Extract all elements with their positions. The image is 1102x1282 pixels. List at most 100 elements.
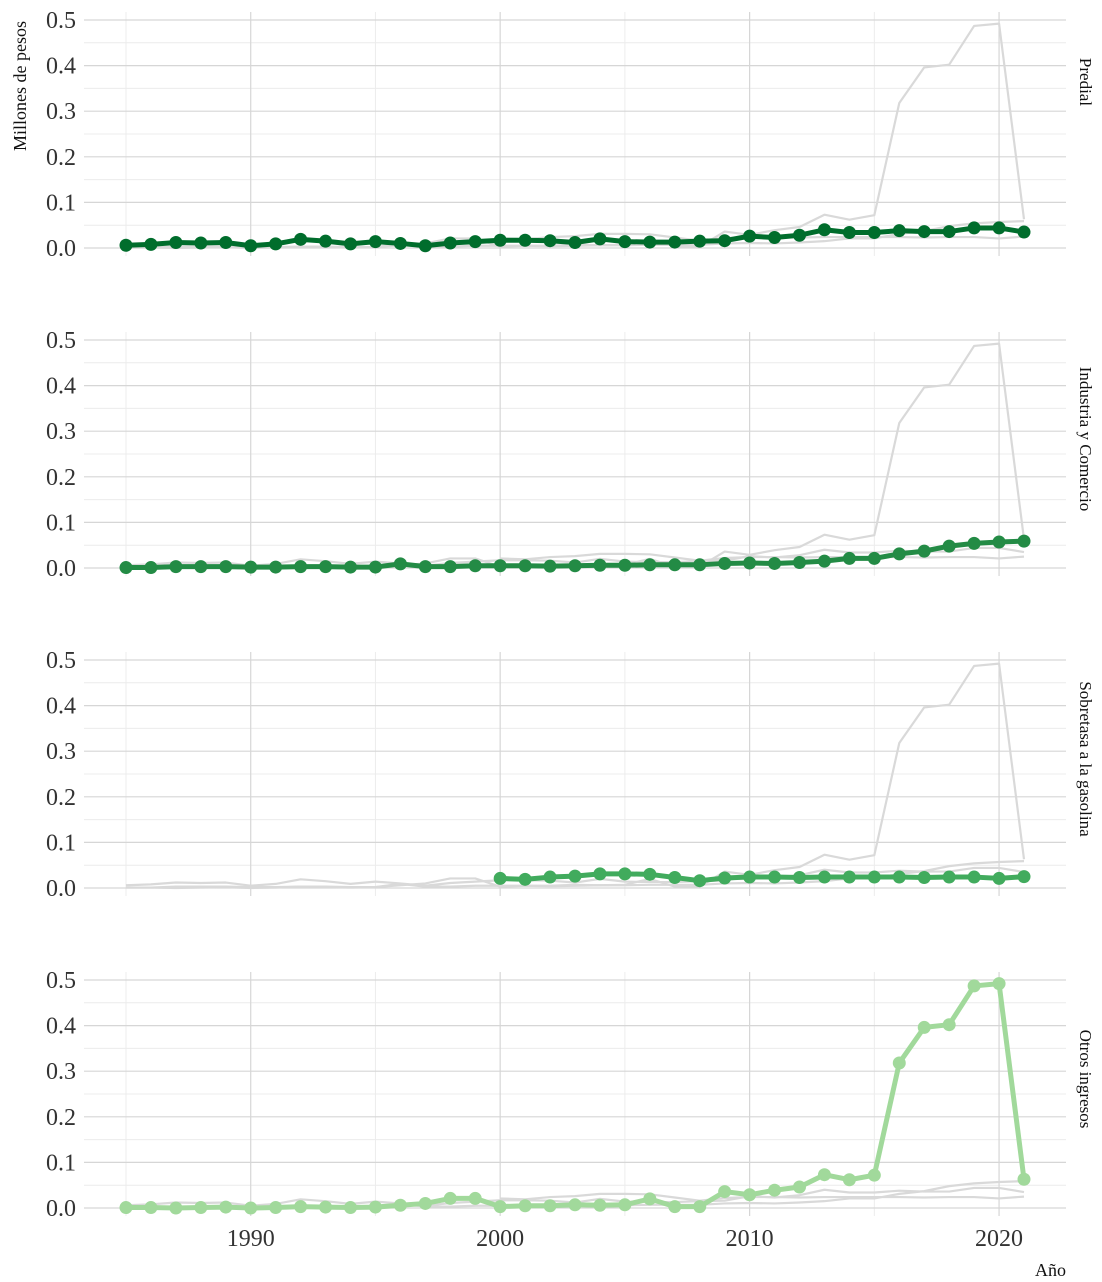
data-point xyxy=(468,559,482,573)
y-tick-label: 0.0 xyxy=(46,556,76,582)
data-point xyxy=(294,560,308,574)
data-point xyxy=(867,870,881,884)
y-tick-label: 0.1 xyxy=(46,510,76,536)
data-point xyxy=(443,560,457,574)
data-point xyxy=(643,558,657,572)
data-point xyxy=(119,238,133,252)
data-point xyxy=(294,1200,308,1214)
y-tick-label: 0.5 xyxy=(46,648,76,674)
data-point xyxy=(443,236,457,250)
data-point xyxy=(169,560,183,574)
data-point xyxy=(793,556,806,570)
data-point xyxy=(618,558,632,572)
data-point xyxy=(643,1192,657,1206)
y-tick-label: 0.4 xyxy=(46,1014,76,1040)
data-point xyxy=(967,221,981,235)
background-series-line xyxy=(126,342,1026,570)
background-series-line xyxy=(126,22,1026,250)
data-point xyxy=(518,559,532,573)
data-point xyxy=(793,228,806,242)
data-point xyxy=(992,535,1006,549)
series-line xyxy=(497,871,1027,884)
data-point xyxy=(992,221,1006,235)
data-point xyxy=(244,239,258,253)
data-point xyxy=(468,1191,482,1205)
data-point xyxy=(144,1201,158,1215)
data-point xyxy=(768,556,782,570)
panel-strip-label: Sobretasa a la gasolina xyxy=(1076,681,1095,837)
y-tick-label: 0.3 xyxy=(46,1059,76,1085)
y-tick-label: 0.4 xyxy=(46,374,76,400)
data-point xyxy=(867,225,881,239)
data-point xyxy=(1017,870,1031,884)
y-tick-label: 0.4 xyxy=(46,694,76,720)
data-point xyxy=(368,1200,382,1214)
data-point xyxy=(917,544,931,558)
data-point xyxy=(718,871,732,885)
data-point xyxy=(768,870,782,884)
data-point xyxy=(1017,225,1031,239)
data-point xyxy=(618,235,632,249)
y-tick-label: 0.2 xyxy=(46,1105,76,1131)
background-series-line xyxy=(500,1192,1025,1202)
data-point xyxy=(194,560,208,574)
data-point xyxy=(194,1201,208,1215)
data-point xyxy=(942,870,956,884)
data-point xyxy=(743,229,757,243)
x-tick-label: 1990 xyxy=(227,1226,275,1252)
data-point xyxy=(768,231,782,245)
y-tick-label: 0.2 xyxy=(46,785,76,811)
data-point xyxy=(568,236,582,250)
data-point xyxy=(518,1199,532,1213)
data-point xyxy=(842,870,856,884)
data-point xyxy=(244,1201,258,1215)
data-point xyxy=(219,236,233,250)
data-point xyxy=(119,561,133,575)
data-point xyxy=(668,558,682,572)
data-point xyxy=(817,870,831,884)
data-point xyxy=(543,234,557,248)
data-point xyxy=(817,1168,831,1182)
series-line xyxy=(123,981,1027,1211)
data-point xyxy=(718,556,732,570)
data-point xyxy=(344,1201,357,1215)
y-axis-title: Millones de pesos xyxy=(10,21,30,151)
y-tick-label: 0.0 xyxy=(46,1196,76,1222)
data-point xyxy=(693,234,707,248)
data-point xyxy=(518,872,532,886)
data-point xyxy=(892,224,906,238)
data-point xyxy=(817,223,831,237)
y-tick-label: 0.2 xyxy=(46,145,76,171)
y-tick-label: 0.3 xyxy=(46,739,76,765)
data-point xyxy=(169,1201,183,1215)
data-point xyxy=(393,557,407,571)
x-tick-label: 2010 xyxy=(726,1226,774,1252)
data-point xyxy=(768,1183,782,1197)
background-series-line xyxy=(500,552,1025,562)
data-point xyxy=(393,236,407,250)
data-point xyxy=(668,1200,682,1214)
data-point xyxy=(743,870,757,884)
data-point xyxy=(543,1199,557,1213)
data-point xyxy=(418,560,432,574)
data-point xyxy=(817,554,831,568)
data-point xyxy=(942,225,956,239)
data-point xyxy=(1017,534,1031,548)
data-point xyxy=(493,559,507,573)
data-point xyxy=(618,1198,632,1212)
y-tick-label: 0.3 xyxy=(46,99,76,125)
data-point xyxy=(493,233,507,247)
data-point xyxy=(718,1185,732,1199)
y-tick-label: 0.1 xyxy=(46,830,76,856)
data-point xyxy=(568,559,582,573)
data-point xyxy=(119,1201,133,1215)
data-point xyxy=(269,237,283,251)
data-point xyxy=(518,233,532,247)
data-point xyxy=(917,1020,931,1034)
data-point xyxy=(793,1180,806,1194)
data-point xyxy=(144,237,158,251)
data-point xyxy=(1017,1172,1031,1186)
panels-layer: 0.0 0.1 0.2 0.3 0.4 0.5 Predial 0.0 0.1 0.2 0.3 0.4… xyxy=(46,8,1095,1222)
data-point xyxy=(568,1198,582,1212)
y-tick-label: 0.0 xyxy=(46,236,76,262)
